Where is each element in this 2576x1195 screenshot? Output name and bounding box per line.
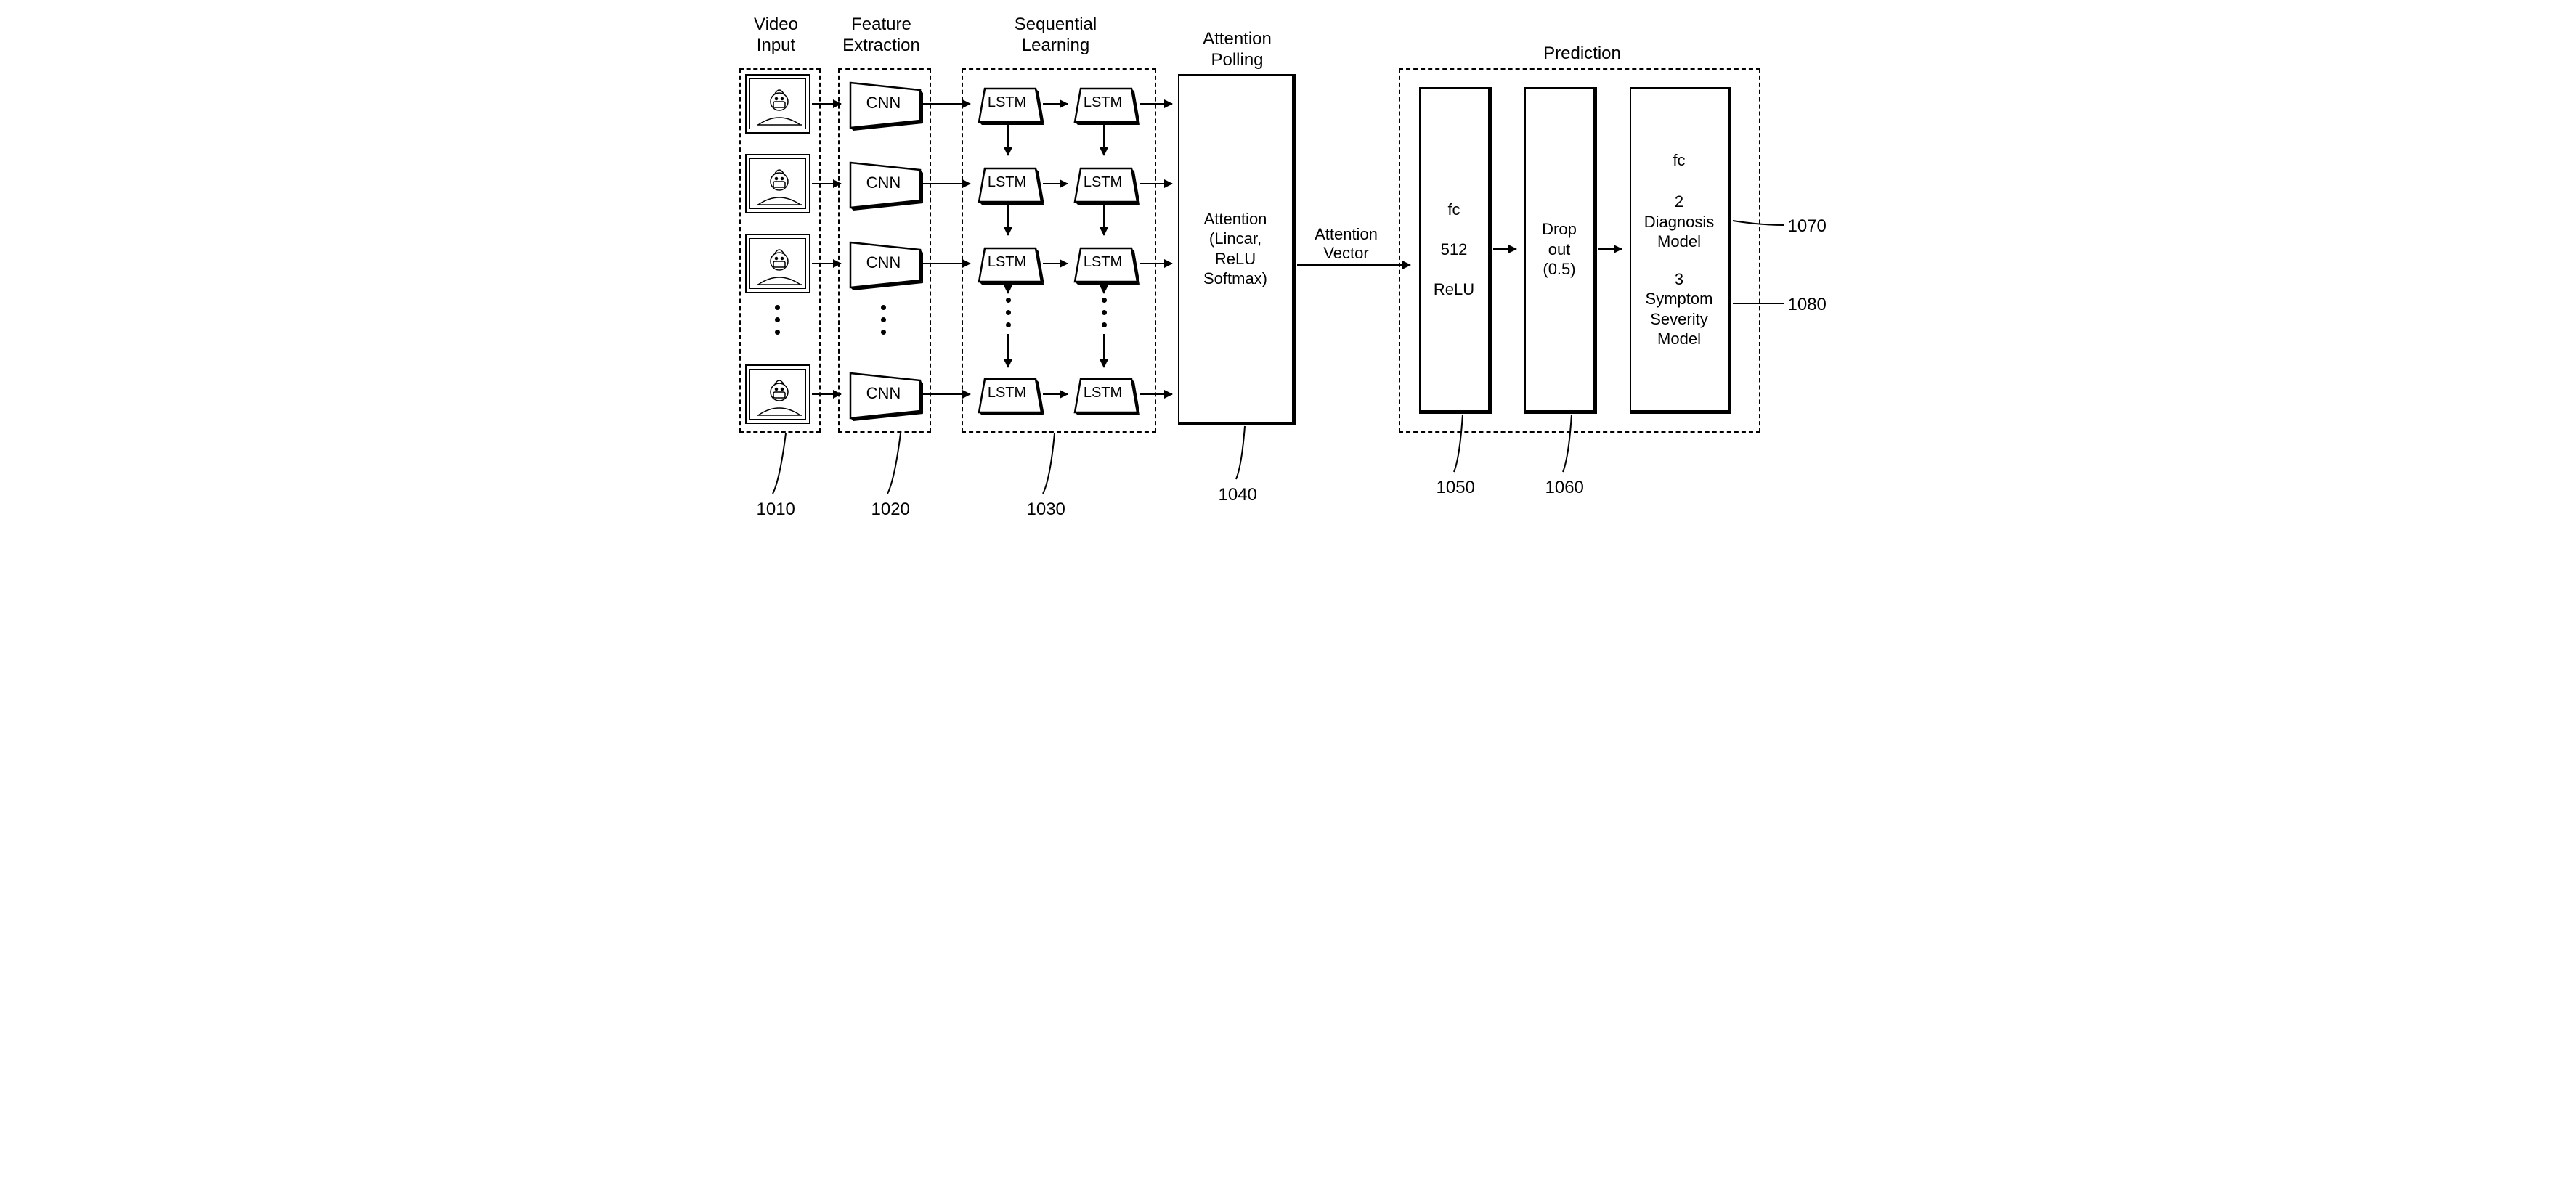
ref-1060: 1060 (1545, 478, 1584, 498)
ref-leaders (736, 15, 1840, 537)
ref-1010: 1010 (757, 499, 795, 520)
ref-1080: 1080 (1788, 295, 1827, 315)
architecture-diagram: Video Input Feature Extraction Sequentia… (736, 15, 1840, 537)
ref-1050: 1050 (1437, 478, 1475, 498)
ref-1020: 1020 (871, 499, 910, 520)
ref-1070: 1070 (1788, 216, 1827, 237)
ref-1040: 1040 (1219, 485, 1257, 505)
ref-1030: 1030 (1027, 499, 1065, 520)
